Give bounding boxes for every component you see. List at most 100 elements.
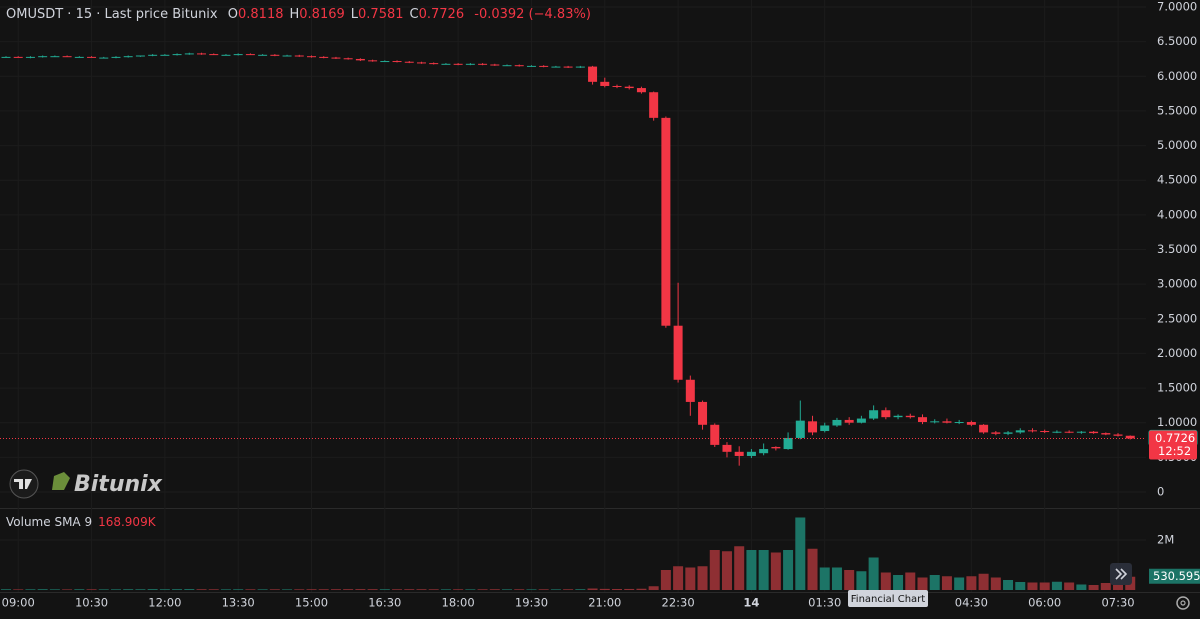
- current-volume-label: 530.595: [1153, 569, 1200, 583]
- candle-body: [673, 325, 683, 380]
- volume-bar: [795, 517, 806, 590]
- volume-bar: [147, 589, 158, 590]
- logo: Bitunix: [9, 469, 163, 499]
- candle-body: [416, 62, 426, 64]
- volume-bar: [428, 589, 439, 590]
- candle-body: [62, 56, 72, 58]
- candle-body: [343, 58, 353, 60]
- gear[interactable]: [1176, 596, 1190, 610]
- volume-bar: [172, 589, 183, 590]
- candle-body: [526, 65, 536, 67]
- volume-bar: [306, 589, 317, 590]
- candle-body: [539, 65, 549, 67]
- ohlc-key: C: [409, 7, 419, 22]
- candle-body: [441, 63, 451, 65]
- volume-bar: [1113, 580, 1124, 590]
- volume-bar: [465, 589, 476, 590]
- volume-bar: [893, 575, 904, 590]
- volume-bar: [880, 572, 891, 590]
- candle-body: [1076, 431, 1086, 433]
- ohlc: O0.8118 H0.8169 L0.7581 C0.7726: [222, 7, 464, 22]
- x-tick-label: 13:30: [222, 596, 255, 610]
- x-tick-label: 15:00: [295, 596, 328, 610]
- volume-bar: [1100, 583, 1111, 590]
- volume-bar: [343, 589, 354, 590]
- candle-body: [13, 56, 23, 58]
- y-tick-label: 1.5000: [1157, 381, 1197, 395]
- volume-bar: [233, 589, 244, 590]
- volume-bar: [624, 588, 635, 590]
- candle-body: [1064, 431, 1074, 433]
- volume-sma-value: 168.909K: [98, 515, 156, 529]
- volume-bar: [648, 586, 659, 590]
- candle-body: [478, 63, 488, 65]
- volume-bar: [86, 589, 97, 590]
- change: -0.0392 (−4.83%): [474, 7, 591, 22]
- candle-body: [319, 56, 329, 58]
- candle-body: [893, 415, 903, 418]
- candle-body: [368, 60, 378, 62]
- candle-body: [698, 401, 708, 425]
- volume-bar: [1027, 582, 1038, 590]
- ohlc-value: 0.7581: [358, 7, 404, 22]
- volume-name: Volume SMA 9: [6, 515, 93, 529]
- candle-body: [135, 55, 145, 57]
- volume-bar: [1051, 581, 1062, 590]
- candle-body: [465, 63, 475, 65]
- candle-body: [722, 444, 732, 452]
- volume-bar: [1015, 582, 1026, 590]
- countdown: 12:52: [1158, 444, 1191, 458]
- x-tick-label: 19:30: [515, 596, 548, 610]
- volume-bar: [807, 548, 818, 590]
- x-tick-label: 10:30: [75, 596, 108, 610]
- candle-body: [954, 422, 964, 424]
- volume-bar: [1088, 585, 1099, 590]
- bitunix-icon: [52, 472, 70, 490]
- candle-body: [453, 63, 463, 65]
- volume-bar: [978, 573, 989, 590]
- volume-bar: [318, 589, 329, 590]
- candle-body: [1040, 431, 1050, 433]
- volume-bar: [245, 589, 256, 590]
- settings-button[interactable]: [1176, 596, 1190, 610]
- candle-body: [1015, 430, 1025, 433]
- scroll-to-realtime-button[interactable]: [1110, 563, 1132, 585]
- volume-bar: [905, 572, 916, 590]
- candle-body: [808, 421, 818, 433]
- volume-bar: [1076, 584, 1087, 590]
- volume-bar: [685, 567, 696, 590]
- candle-body: [942, 421, 952, 423]
- candle-body: [221, 54, 231, 56]
- gear-center[interactable]: [1180, 600, 1186, 606]
- tv-logo-glyph: [14, 479, 32, 489]
- candle-body: [710, 424, 720, 445]
- candle-body: [820, 425, 830, 432]
- volume-bar: [404, 589, 415, 590]
- button-icon[interactable]: [1115, 568, 1128, 580]
- candle-body: [307, 56, 316, 58]
- volume-legend: Volume SMA 9 168.909K: [6, 515, 156, 529]
- volume-bar: [844, 570, 855, 590]
- candle-body: [551, 66, 561, 68]
- candle-body: [746, 451, 756, 456]
- candle-body: [1027, 430, 1037, 432]
- candle-body: [612, 85, 622, 87]
- volume-bar: [770, 552, 781, 590]
- volume-bar: [196, 589, 207, 590]
- candle-body: [87, 56, 97, 58]
- y-tick-label: 3.0000: [1157, 277, 1197, 291]
- ohlc-key: L: [350, 7, 359, 22]
- volume-bar: [612, 589, 622, 590]
- volume-bar: [526, 589, 537, 590]
- candle-body: [869, 410, 879, 419]
- candle-body: [600, 81, 610, 86]
- volume-bar: [966, 576, 977, 590]
- y-tick-label: 5.0000: [1157, 138, 1197, 152]
- volume-bar: [159, 589, 170, 590]
- candle-body: [490, 64, 500, 66]
- x-tick-label: 12:00: [148, 596, 181, 610]
- candle-body: [783, 437, 793, 450]
- candle-body: [123, 56, 133, 58]
